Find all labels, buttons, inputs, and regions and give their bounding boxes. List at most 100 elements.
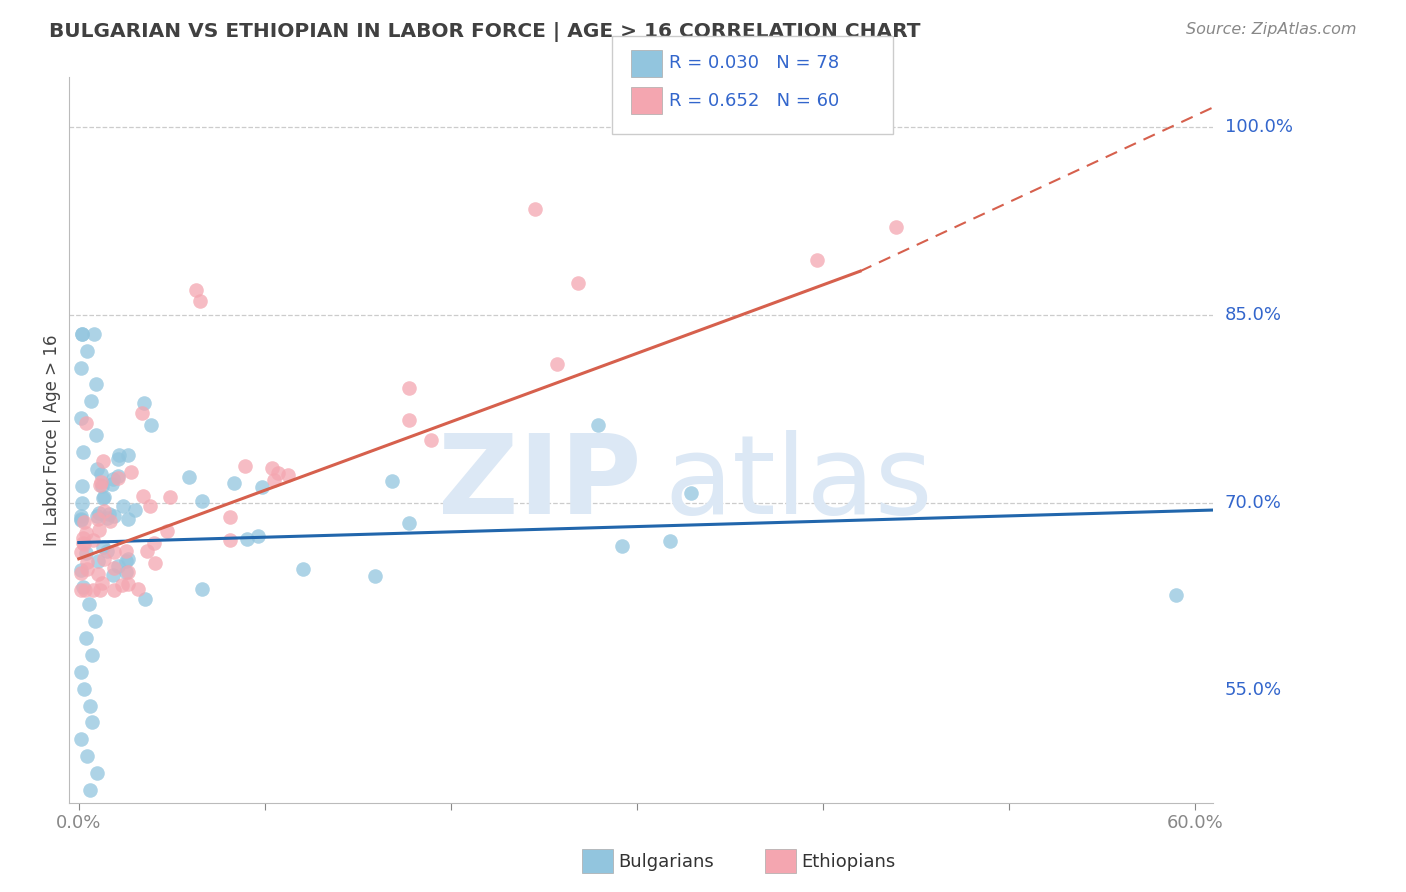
- Text: Bulgarians: Bulgarians: [619, 853, 714, 871]
- Point: [70, 326, 93, 341]
- Point: [277, 467, 299, 482]
- Point: [252, 480, 274, 494]
- Point: [292, 562, 315, 576]
- Point: [91, 540, 114, 554]
- Point: [806, 253, 828, 268]
- Point: [398, 413, 420, 427]
- Point: [191, 494, 214, 508]
- Point: [73, 537, 96, 551]
- Point: [69, 563, 91, 577]
- Point: [83, 326, 105, 341]
- Point: [73, 582, 96, 597]
- Point: [115, 544, 138, 558]
- Point: [76, 555, 98, 569]
- Point: [98, 507, 121, 521]
- Point: [364, 569, 387, 583]
- Point: [87, 554, 110, 568]
- Point: [69, 411, 91, 425]
- Point: [89, 582, 111, 597]
- Point: [233, 459, 256, 474]
- Point: [267, 466, 290, 480]
- Text: Source: ZipAtlas.com: Source: ZipAtlas.com: [1187, 22, 1357, 37]
- Point: [89, 477, 111, 491]
- Point: [86, 428, 108, 442]
- Point: [93, 504, 115, 518]
- Point: [398, 516, 420, 531]
- Point: [72, 536, 94, 550]
- Point: [75, 416, 97, 430]
- Point: [143, 535, 166, 549]
- Point: [117, 552, 139, 566]
- Point: [93, 552, 115, 566]
- Text: BULGARIAN VS ETHIOPIAN IN LABOR FORCE | AGE > 16 CORRELATION CHART: BULGARIAN VS ETHIOPIAN IN LABOR FORCE | …: [49, 22, 921, 42]
- Point: [90, 475, 112, 489]
- Point: [114, 554, 136, 568]
- Point: [1166, 588, 1188, 602]
- Point: [76, 343, 98, 358]
- Point: [79, 783, 101, 797]
- Point: [69, 513, 91, 527]
- Point: [69, 582, 91, 597]
- Point: [132, 489, 155, 503]
- Point: [93, 490, 115, 504]
- Point: [219, 533, 242, 548]
- Text: 55.0%: 55.0%: [1225, 681, 1282, 699]
- Point: [523, 202, 546, 216]
- Point: [69, 360, 91, 375]
- Point: [108, 448, 131, 462]
- Point: [86, 462, 108, 476]
- Point: [69, 512, 91, 526]
- Text: 100.0%: 100.0%: [1225, 119, 1292, 136]
- Point: [82, 533, 104, 547]
- Point: [219, 509, 242, 524]
- Point: [72, 531, 94, 545]
- Point: [72, 445, 94, 459]
- Y-axis label: In Labor Force | Age > 16: In Labor Force | Age > 16: [44, 334, 60, 546]
- Point: [69, 545, 91, 559]
- Point: [546, 357, 568, 371]
- Point: [103, 544, 125, 558]
- Point: [107, 559, 129, 574]
- Point: [73, 515, 96, 529]
- Point: [114, 566, 136, 580]
- Point: [76, 562, 98, 576]
- Point: [179, 469, 201, 483]
- Point: [69, 566, 91, 581]
- Point: [103, 508, 125, 523]
- Point: [112, 500, 135, 514]
- Point: [188, 293, 211, 308]
- Text: 70.0%: 70.0%: [1225, 493, 1281, 511]
- Point: [107, 451, 129, 466]
- Point: [70, 479, 93, 493]
- Text: R = 0.030   N = 78: R = 0.030 N = 78: [669, 54, 839, 72]
- Point: [103, 472, 125, 486]
- Point: [103, 582, 125, 597]
- Point: [87, 567, 110, 582]
- Point: [567, 276, 589, 290]
- Point: [191, 582, 214, 597]
- Point: [111, 578, 134, 592]
- Point: [132, 396, 155, 410]
- Point: [72, 326, 94, 341]
- Point: [156, 524, 179, 538]
- Point: [117, 565, 139, 579]
- Point: [72, 580, 94, 594]
- Point: [263, 473, 285, 487]
- Point: [398, 381, 420, 395]
- Point: [134, 591, 156, 606]
- Point: [98, 514, 121, 528]
- Point: [127, 582, 149, 596]
- Point: [420, 434, 443, 448]
- Point: [86, 508, 108, 523]
- Point: [120, 466, 142, 480]
- Text: Ethiopians: Ethiopians: [801, 853, 896, 871]
- Point: [103, 568, 125, 582]
- Point: [117, 512, 139, 526]
- Point: [224, 476, 246, 491]
- Point: [246, 529, 269, 543]
- Point: [77, 597, 100, 611]
- Text: ZIP: ZIP: [439, 430, 641, 537]
- Point: [87, 512, 110, 526]
- Point: [87, 523, 110, 537]
- Point: [679, 485, 702, 500]
